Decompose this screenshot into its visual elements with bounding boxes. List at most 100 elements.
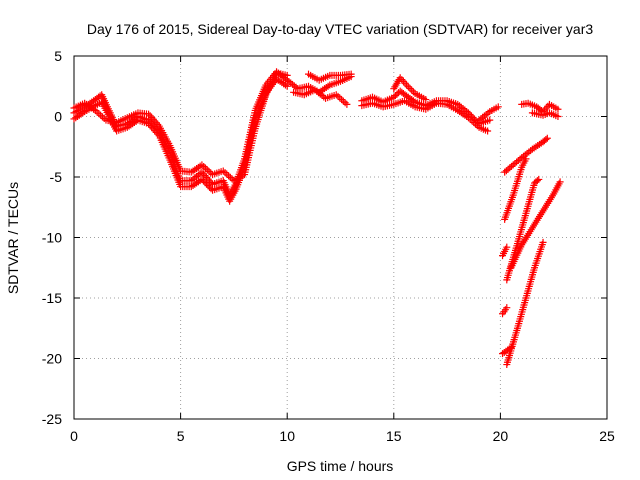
data-point — [283, 82, 291, 90]
data-point — [201, 172, 209, 180]
y-tick-label: 0 — [54, 109, 62, 125]
data-point — [399, 77, 407, 85]
data-point — [338, 96, 346, 104]
data-point — [152, 119, 160, 127]
data-point — [204, 182, 212, 190]
data-point — [484, 127, 492, 135]
data-point — [494, 103, 502, 111]
data-point — [408, 86, 416, 94]
data-point — [343, 100, 351, 108]
y-tick-label: -20 — [42, 351, 62, 367]
data-point — [486, 116, 494, 124]
y-tick-label: -10 — [42, 230, 62, 246]
series-track-18 — [499, 243, 511, 260]
data-point — [206, 183, 214, 191]
chart-title: Day 176 of 2015, Sidereal Day-to-day VTE… — [87, 21, 593, 37]
x-tick-label: 10 — [279, 428, 295, 444]
data-point — [401, 79, 409, 87]
y-tick-label: 5 — [54, 48, 62, 64]
data-point — [503, 243, 511, 251]
data-point — [198, 168, 206, 176]
data-point — [409, 88, 417, 96]
data-point — [533, 177, 541, 185]
data-point — [542, 135, 550, 143]
data-point — [391, 92, 399, 100]
data-point — [347, 70, 355, 78]
data-point — [199, 177, 207, 185]
data-point — [390, 93, 398, 101]
series-track-9 — [390, 74, 430, 104]
series-track-1 — [70, 68, 291, 199]
series-track-14 — [501, 155, 530, 223]
y-tick-label: -15 — [42, 290, 62, 306]
data-point — [544, 102, 552, 110]
data-point — [149, 125, 157, 133]
data-point — [334, 92, 342, 100]
data-point — [145, 120, 153, 128]
x-tick-label: 5 — [177, 428, 185, 444]
series-track-16 — [507, 178, 564, 272]
data-point — [225, 172, 233, 180]
data-marks — [70, 68, 564, 369]
data-point — [507, 344, 515, 352]
data-point — [341, 99, 349, 107]
series-track-3 — [70, 69, 291, 185]
y-tick-label: -5 — [50, 169, 63, 185]
x-tick-label: 25 — [599, 428, 615, 444]
data-point — [206, 177, 214, 185]
y-axis-label: SDTVAR / TECUs — [5, 182, 21, 294]
series-track-10 — [475, 103, 502, 124]
data-point — [503, 304, 511, 312]
data-point — [406, 84, 414, 92]
data-point — [152, 128, 160, 136]
data-point — [146, 121, 154, 129]
data-point — [200, 163, 208, 171]
data-point — [522, 155, 530, 163]
data-point — [339, 97, 347, 105]
data-point — [148, 114, 156, 122]
x-tick-label: 0 — [70, 428, 78, 444]
series-track-7 — [358, 87, 494, 128]
x-tick-label: 20 — [493, 428, 509, 444]
data-point — [539, 238, 547, 246]
x-tick-label: 15 — [386, 428, 402, 444]
data-point — [97, 111, 105, 119]
data-point — [556, 178, 564, 186]
data-point — [95, 110, 103, 118]
data-point — [151, 117, 159, 125]
series-track-8 — [358, 97, 492, 135]
data-point — [554, 105, 562, 113]
data-point — [148, 123, 156, 131]
data-point — [201, 179, 209, 187]
data-point — [146, 112, 154, 120]
data-point — [202, 180, 210, 188]
x-axis-label: GPS time / hours — [287, 458, 394, 474]
data-point — [403, 81, 411, 89]
series-track-6 — [305, 70, 355, 84]
data-point — [202, 173, 210, 181]
series-track-20 — [499, 344, 515, 358]
data-point — [199, 170, 207, 178]
series-track-17 — [503, 238, 547, 369]
series-track-13 — [501, 134, 551, 176]
data-point — [554, 113, 562, 120]
data-point — [154, 120, 162, 128]
series-track-12 — [528, 109, 562, 120]
data-point — [154, 130, 162, 138]
data-point — [221, 169, 229, 177]
data-point — [151, 127, 159, 135]
data-point — [393, 90, 401, 98]
data-point — [422, 96, 430, 104]
series-track-5 — [290, 86, 351, 108]
data-point — [204, 175, 212, 183]
data-point — [145, 110, 153, 118]
data-point — [404, 83, 412, 91]
y-tick-label: -25 — [42, 411, 62, 427]
data-point — [149, 115, 157, 123]
axis-ticks: 0 5 10 15 20 25 5 0 -5 -10 -15 -20 -25 — [42, 48, 615, 444]
series-track-11 — [518, 99, 562, 116]
series-track-19 — [499, 304, 511, 318]
data-point — [198, 175, 206, 183]
data-point — [543, 134, 551, 142]
